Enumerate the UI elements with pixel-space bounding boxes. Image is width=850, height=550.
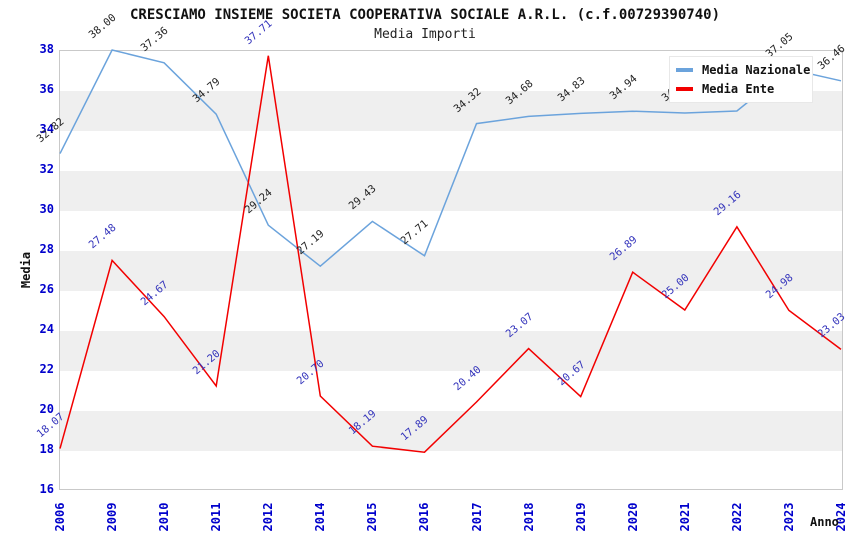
grid-band (60, 251, 842, 291)
x-tick-label: 2021 (677, 502, 692, 532)
x-tick-label: 2011 (209, 502, 224, 532)
plot-area (59, 50, 843, 490)
x-tick-label: 2016 (417, 502, 432, 532)
y-tick-label: 26 (39, 282, 54, 296)
legend-label-media-ente: Media Ente (702, 81, 775, 96)
y-tick-label: 36 (39, 82, 54, 96)
y-tick-label: 28 (39, 242, 54, 256)
x-tick-label: 2012 (261, 502, 276, 532)
y-tick-label: 20 (39, 402, 54, 416)
x-tick-label: 2015 (365, 502, 380, 532)
legend: Media Nazionale Media Ente (669, 56, 813, 103)
legend-label-media-nazionale: Media Nazionale (702, 63, 811, 78)
x-axis-title: Anno (810, 515, 839, 529)
x-tick-label: 2020 (625, 502, 640, 532)
media-ente-line-swatch-icon (676, 86, 693, 91)
y-tick-label: 22 (39, 362, 54, 376)
media-nazionale-line-swatch-icon (676, 68, 693, 73)
x-tick-label: 2019 (573, 502, 588, 532)
chart-title: CRESCIAMO INSIEME SOCIETA COOPERATIVA SO… (129, 7, 720, 23)
y-tick-label: 34 (39, 122, 54, 136)
y-tick-label: 30 (39, 202, 54, 216)
y-tick-label: 32 (39, 162, 54, 176)
x-tick-label: 2018 (521, 502, 536, 532)
y-tick-label: 16 (39, 482, 54, 496)
y-tick-label: 18 (39, 442, 54, 456)
x-tick-label: 2022 (729, 502, 744, 532)
x-tick-label: 2009 (105, 502, 120, 532)
grid-band (60, 411, 842, 451)
grid-band (60, 331, 842, 371)
y-axis-title: Media (19, 251, 33, 289)
legend-item-media-ente: Media Ente (676, 81, 806, 97)
x-tick-label: 2017 (469, 502, 484, 532)
x-tick-label: 2006 (53, 502, 67, 532)
y-tick-label: 24 (39, 322, 54, 336)
chart-subtitle: Media Importi (374, 27, 476, 42)
x-tick-label: 2010 (157, 502, 172, 532)
legend-item-media-nazionale: Media Nazionale (676, 62, 810, 78)
x-tick-label: 2014 (313, 502, 328, 532)
y-tick-label: 38 (39, 42, 54, 56)
x-tick-label: 2023 (781, 502, 796, 532)
